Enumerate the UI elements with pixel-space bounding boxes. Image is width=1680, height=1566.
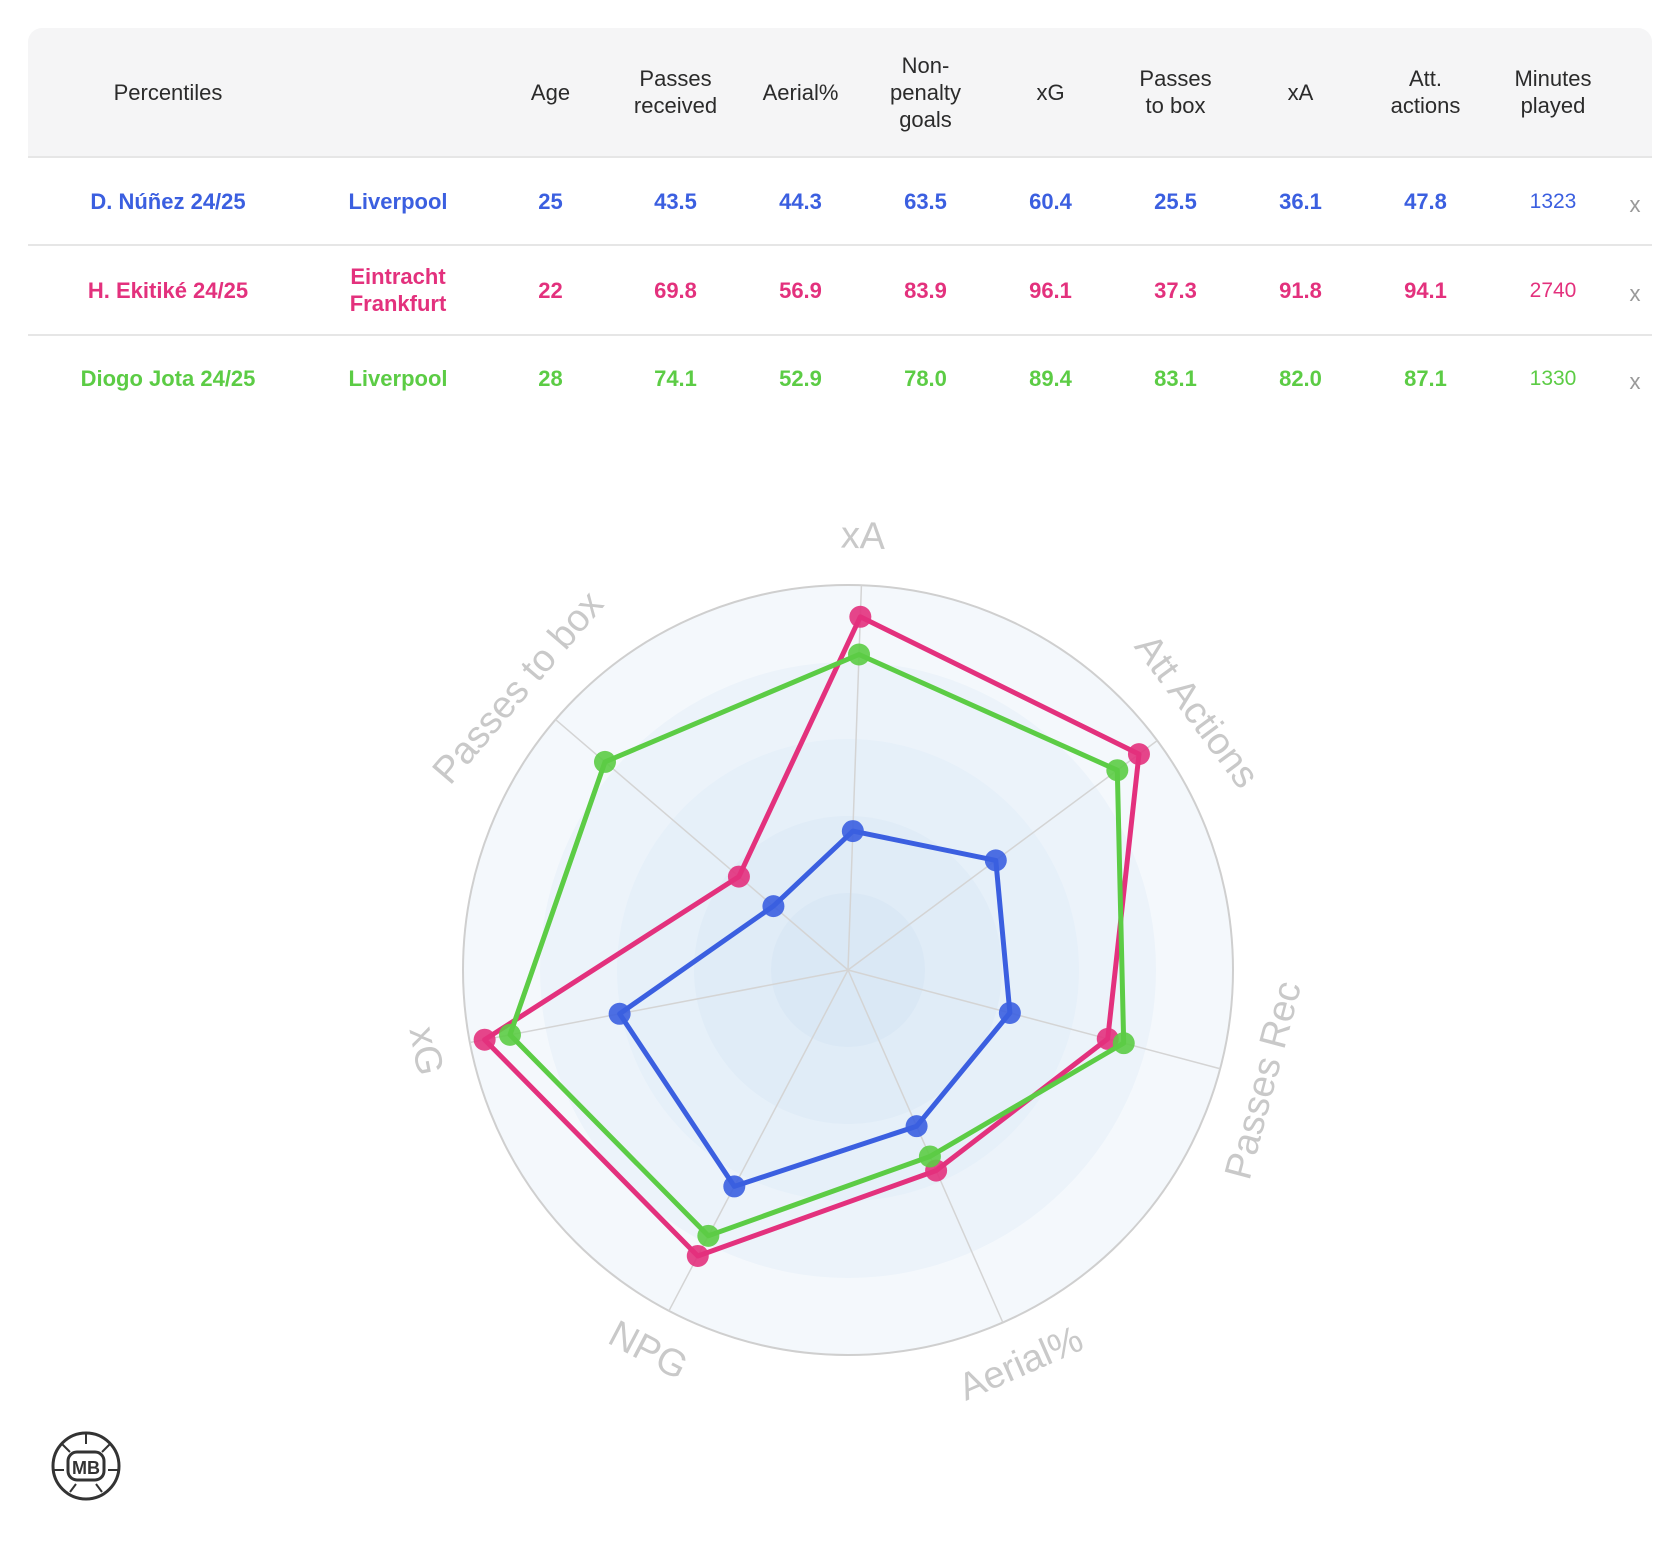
radar-point (848, 643, 871, 666)
header-passes-to-box[interactable]: Passes to box (1139, 66, 1212, 118)
xa-value: 91.8 (1279, 277, 1322, 303)
radar-point (593, 750, 616, 773)
header-xg[interactable]: xG (1036, 79, 1065, 105)
passes-to-box-value: 37.3 (1154, 277, 1197, 303)
comparison-table: Percentiles Age Passes received Aerial% N… (28, 28, 1652, 420)
xg-value: 96.1 (1029, 277, 1072, 303)
header-age[interactable]: Age (530, 79, 571, 105)
radar-point (849, 605, 872, 628)
radar-axis-line (469, 969, 849, 1044)
minutes-value: 1323 (1529, 189, 1577, 213)
minutes-value: 1330 (1529, 366, 1577, 390)
radar-outer-ring (462, 584, 1234, 1356)
age-value: 25 (538, 188, 563, 214)
radar-point (727, 865, 750, 888)
table-row: D. Núñez 24/25 Liverpool 25 43.5 44.3 63… (28, 158, 1652, 246)
xg-value: 60.4 (1029, 188, 1072, 214)
radar-point (841, 820, 864, 843)
header-aerial[interactable]: Aerial% (762, 79, 839, 105)
aerial-value: 44.3 (779, 188, 822, 214)
radar-series-line (617, 828, 1013, 1189)
player-name[interactable]: H. Ekitiké 24/25 (87, 277, 249, 303)
att-actions-value: 94.1 (1404, 277, 1447, 303)
radar-series-line (507, 652, 1127, 1239)
att-actions-value: 47.8 (1404, 188, 1447, 214)
player-name[interactable]: D. Núñez 24/25 (90, 188, 246, 214)
att-actions-value: 87.1 (1404, 365, 1447, 391)
passes-received-value: 74.1 (654, 365, 697, 391)
xa-value: 36.1 (1279, 188, 1322, 214)
radar-point (1106, 759, 1129, 782)
header-passes-received[interactable]: Passes received (633, 66, 718, 118)
radar-point (918, 1145, 941, 1168)
radar-axis-label: NPG (602, 1313, 694, 1388)
xa-value: 82.0 (1279, 365, 1322, 391)
radar-series (473, 605, 1150, 1267)
passes-to-box-value: 83.1 (1154, 365, 1197, 391)
table-row: Diogo Jota 24/25 Liverpool 28 74.1 52.9 … (28, 336, 1652, 420)
remove-player-button[interactable]: x (1629, 191, 1641, 217)
npg-value: 83.9 (904, 277, 947, 303)
team-name: Liverpool (348, 188, 448, 214)
header-percentiles: Percentiles (113, 79, 223, 105)
header-non-penalty-goals[interactable]: Non-penalty goals (890, 52, 961, 132)
radar-axis-label: xG (400, 1023, 450, 1079)
radar-axis-line (847, 969, 1221, 1070)
radar-point (984, 849, 1007, 872)
remove-player-button[interactable]: x (1629, 280, 1641, 306)
radar-point (1112, 1032, 1135, 1055)
aerial-value: 56.9 (779, 277, 822, 303)
remove-player-button[interactable]: x (1629, 368, 1641, 394)
passes-received-value: 43.5 (654, 188, 697, 214)
header-minutes-played[interactable]: Minutes played (1514, 66, 1592, 118)
radar-axis-label: xA (840, 515, 886, 559)
team-name: Liverpool (348, 365, 448, 391)
npg-value: 63.5 (904, 188, 947, 214)
radar-point (608, 1002, 631, 1025)
radar-axis-line (847, 969, 1004, 1323)
table-header: Percentiles Age Passes received Aerial% N… (28, 28, 1652, 158)
minutes-value: 2740 (1529, 278, 1577, 302)
radar-series-group (608, 820, 1021, 1198)
team-name: Eintracht Frankfurt (349, 264, 447, 316)
radar-series-line (482, 614, 1142, 1259)
logo-text: MB (72, 1458, 100, 1478)
player-name[interactable]: Diogo Jota 24/25 (80, 365, 256, 391)
radar-point (498, 1023, 521, 1046)
xg-value: 89.4 (1029, 365, 1072, 391)
table-row: H. Ekitiké 24/25 Eintracht Frankfurt 22 6… (28, 246, 1652, 336)
radar-point (473, 1028, 496, 1051)
header-att-actions[interactable]: Att. actions (1390, 66, 1461, 118)
passes-received-value: 69.8 (654, 277, 697, 303)
npg-value: 78.0 (904, 365, 947, 391)
age-value: 28 (538, 365, 563, 391)
mb-logo-icon: MB (50, 1430, 122, 1507)
radar-series-group (473, 605, 1150, 1267)
radar-point (905, 1115, 928, 1138)
radar-point (998, 1001, 1021, 1024)
passes-to-box-value: 25.5 (1154, 188, 1197, 214)
radar-point (697, 1224, 720, 1247)
aerial-value: 52.9 (779, 365, 822, 391)
radar-point (1127, 743, 1150, 766)
radar-point (762, 895, 785, 918)
header-xa[interactable]: xA (1287, 79, 1314, 105)
radar-series-group (498, 643, 1135, 1247)
age-value: 22 (538, 277, 563, 303)
radar-point (686, 1244, 709, 1267)
radar-point (723, 1175, 746, 1198)
